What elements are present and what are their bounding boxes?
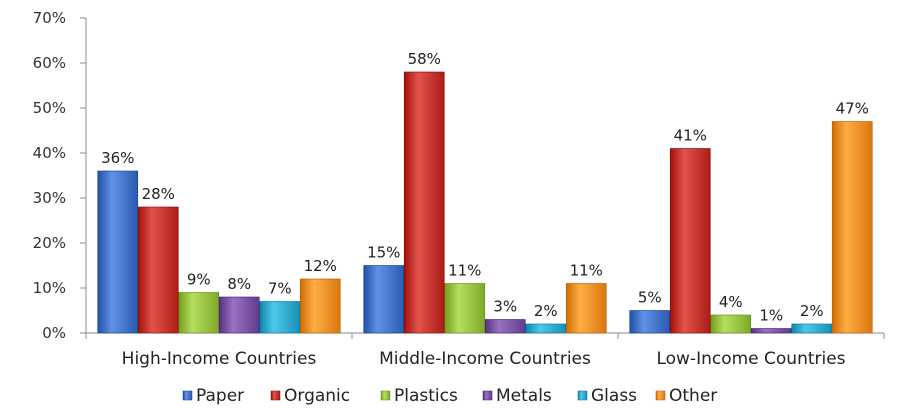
bar-other-2: [565, 283, 607, 334]
x-category-label: High-Income Countries: [122, 349, 317, 369]
x-category-label: Low-Income Countries: [656, 349, 845, 369]
bar-plastics-1: [178, 292, 220, 334]
legend-swatch-organic: [270, 390, 281, 401]
bar-metals-3: [750, 328, 792, 334]
data-label: 8%: [227, 275, 251, 293]
legend-label-organic: Organic: [284, 386, 350, 406]
legend-label-other: Other: [669, 386, 717, 406]
data-label: 9%: [187, 271, 211, 289]
bar-organic-1: [137, 206, 179, 334]
data-label: 58%: [408, 50, 441, 68]
y-tick-label: 0%: [42, 324, 66, 342]
y-tick-label: 50%: [33, 99, 66, 117]
legend-swatch-paper: [182, 390, 193, 401]
bar-paper-2: [363, 265, 405, 334]
data-label: 15%: [367, 244, 400, 262]
data-label: 11%: [570, 262, 603, 280]
data-label: 47%: [836, 100, 869, 118]
data-label: 2%: [534, 302, 558, 320]
data-label: 7%: [268, 280, 292, 298]
bar-glass-3: [791, 323, 833, 334]
legend-label-metals: Metals: [496, 386, 552, 406]
bar-other-1: [299, 278, 341, 334]
legend-swatch-glass: [577, 390, 588, 401]
data-label: 12%: [304, 257, 337, 275]
y-tick-label: 60%: [33, 54, 66, 72]
legend-label-plastics: Plastics: [394, 386, 458, 406]
legend-label-glass: Glass: [591, 386, 637, 406]
data-label: 36%: [101, 149, 134, 167]
y-tick-label: 10%: [33, 279, 66, 297]
bar-plastics-3: [710, 314, 752, 334]
data-label: 1%: [759, 307, 783, 325]
bar-metals-2: [484, 319, 526, 334]
bar-other-3: [831, 121, 873, 334]
data-label: 4%: [719, 293, 743, 311]
data-label: 5%: [638, 289, 662, 307]
data-label: 41%: [674, 127, 707, 145]
legend-swatch-metals: [482, 390, 493, 401]
x-category-label: Middle-Income Countries: [379, 349, 591, 369]
bar-glass-1: [259, 301, 301, 334]
legend-label-paper: Paper: [196, 386, 244, 406]
legend-swatch-plastics: [380, 390, 391, 401]
y-tick-label: 40%: [33, 144, 66, 162]
legend-swatch-other: [655, 390, 666, 401]
bar-glass-2: [525, 323, 567, 334]
y-tick-label: 20%: [33, 234, 66, 252]
bar-metals-1: [218, 296, 260, 334]
data-label: 2%: [800, 302, 824, 320]
bar-plastics-2: [444, 283, 486, 334]
bar-organic-3: [669, 148, 711, 334]
bar-paper-3: [629, 310, 671, 334]
bar-paper-1: [97, 170, 139, 334]
data-label: 28%: [142, 185, 175, 203]
y-tick-label: 70%: [33, 9, 66, 27]
y-tick-label: 30%: [33, 189, 66, 207]
data-label: 3%: [493, 298, 517, 316]
bar-organic-2: [403, 71, 445, 334]
data-label: 11%: [448, 262, 481, 280]
